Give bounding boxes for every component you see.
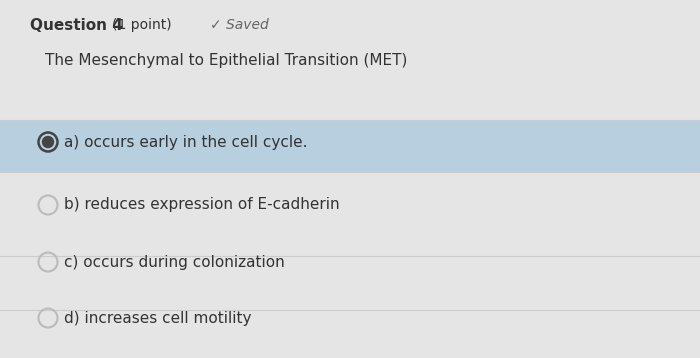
Text: ✓ Saved: ✓ Saved	[210, 18, 269, 32]
Text: d) increases cell motility: d) increases cell motility	[64, 310, 251, 325]
Text: b) reduces expression of E-cadherin: b) reduces expression of E-cadherin	[64, 198, 340, 213]
Text: (1 point): (1 point)	[112, 18, 172, 32]
Circle shape	[43, 136, 53, 147]
Text: The Mesenchymal to Epithelial Transition (MET): The Mesenchymal to Epithelial Transition…	[45, 53, 407, 68]
Text: Question 4: Question 4	[30, 18, 123, 33]
Text: a) occurs early in the cell cycle.: a) occurs early in the cell cycle.	[64, 135, 307, 150]
Text: c) occurs during colonization: c) occurs during colonization	[64, 255, 285, 270]
FancyBboxPatch shape	[0, 120, 700, 172]
